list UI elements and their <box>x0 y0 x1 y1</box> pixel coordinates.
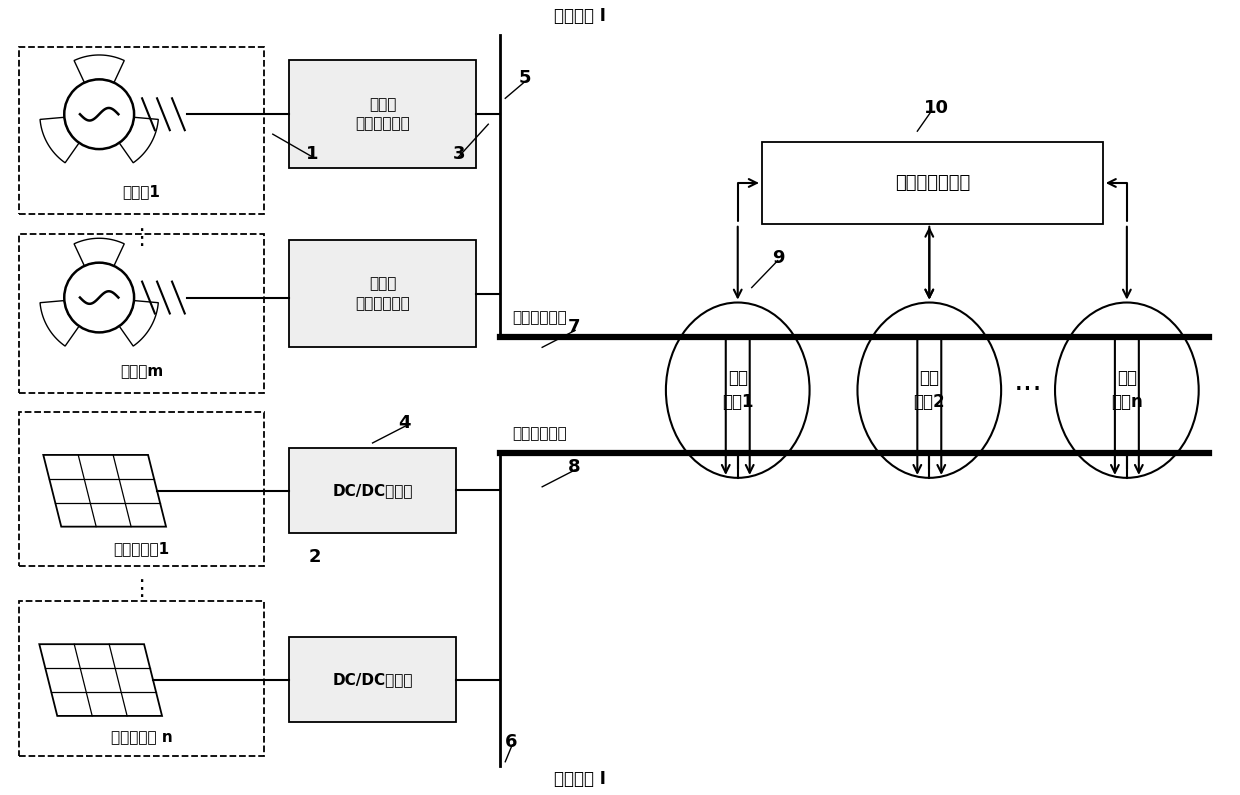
Polygon shape <box>119 301 159 346</box>
Ellipse shape <box>666 303 810 478</box>
Text: 7: 7 <box>568 319 580 336</box>
Bar <box>20 46 264 214</box>
Text: 风电场1: 风电场1 <box>123 184 160 200</box>
Text: 1: 1 <box>306 145 319 163</box>
Text: 4: 4 <box>398 414 410 432</box>
Text: DC/DC变换器: DC/DC变换器 <box>332 672 413 687</box>
Polygon shape <box>40 644 162 716</box>
Bar <box>761 142 1102 224</box>
Polygon shape <box>40 118 79 163</box>
Text: 光电输送专线: 光电输送专线 <box>512 426 567 441</box>
Text: ⋮: ⋮ <box>130 227 153 248</box>
Text: 风电场m: 风电场m <box>120 364 164 378</box>
Ellipse shape <box>858 303 1001 478</box>
Circle shape <box>64 262 134 332</box>
Text: 大容量
电力变换系统: 大容量 电力变换系统 <box>355 276 410 311</box>
Bar <box>289 638 456 722</box>
Text: ⋮: ⋮ <box>130 580 153 599</box>
Circle shape <box>64 80 134 149</box>
Text: 微网
单元1: 微网 单元1 <box>722 370 754 411</box>
Text: 光伏发电站1: 光伏发电站1 <box>114 541 170 556</box>
Text: 系统级调度中心: 系统级调度中心 <box>895 174 970 192</box>
Polygon shape <box>43 455 166 526</box>
Text: 6: 6 <box>505 733 518 750</box>
Bar <box>20 234 264 394</box>
Polygon shape <box>119 118 159 163</box>
Text: 风电输送专线: 风电输送专线 <box>512 310 567 325</box>
Text: ···: ··· <box>1013 376 1043 405</box>
Text: 光伏发电站 n: 光伏发电站 n <box>110 731 172 746</box>
Bar <box>289 60 476 168</box>
Text: 10: 10 <box>924 99 950 118</box>
Text: DC/DC变换器: DC/DC变换器 <box>332 483 413 498</box>
Text: 大容量
电力变换系统: 大容量 电力变换系统 <box>355 97 410 132</box>
Bar <box>289 448 456 533</box>
Bar <box>20 412 264 567</box>
Text: 微网
单元n: 微网 单元n <box>1111 370 1143 411</box>
Text: 8: 8 <box>568 458 580 476</box>
Bar <box>20 601 264 756</box>
Text: 交流母线 I: 交流母线 I <box>554 6 606 25</box>
Text: 2: 2 <box>309 548 321 565</box>
Polygon shape <box>74 238 124 266</box>
Polygon shape <box>40 301 79 346</box>
Text: 3: 3 <box>453 145 465 163</box>
Text: 直流母线 I: 直流母线 I <box>554 770 606 788</box>
Text: 5: 5 <box>518 69 531 87</box>
Bar <box>289 240 476 347</box>
Text: 9: 9 <box>771 249 784 266</box>
Ellipse shape <box>1055 303 1199 478</box>
Text: 微网
单元2: 微网 单元2 <box>914 370 945 411</box>
Polygon shape <box>74 55 124 83</box>
